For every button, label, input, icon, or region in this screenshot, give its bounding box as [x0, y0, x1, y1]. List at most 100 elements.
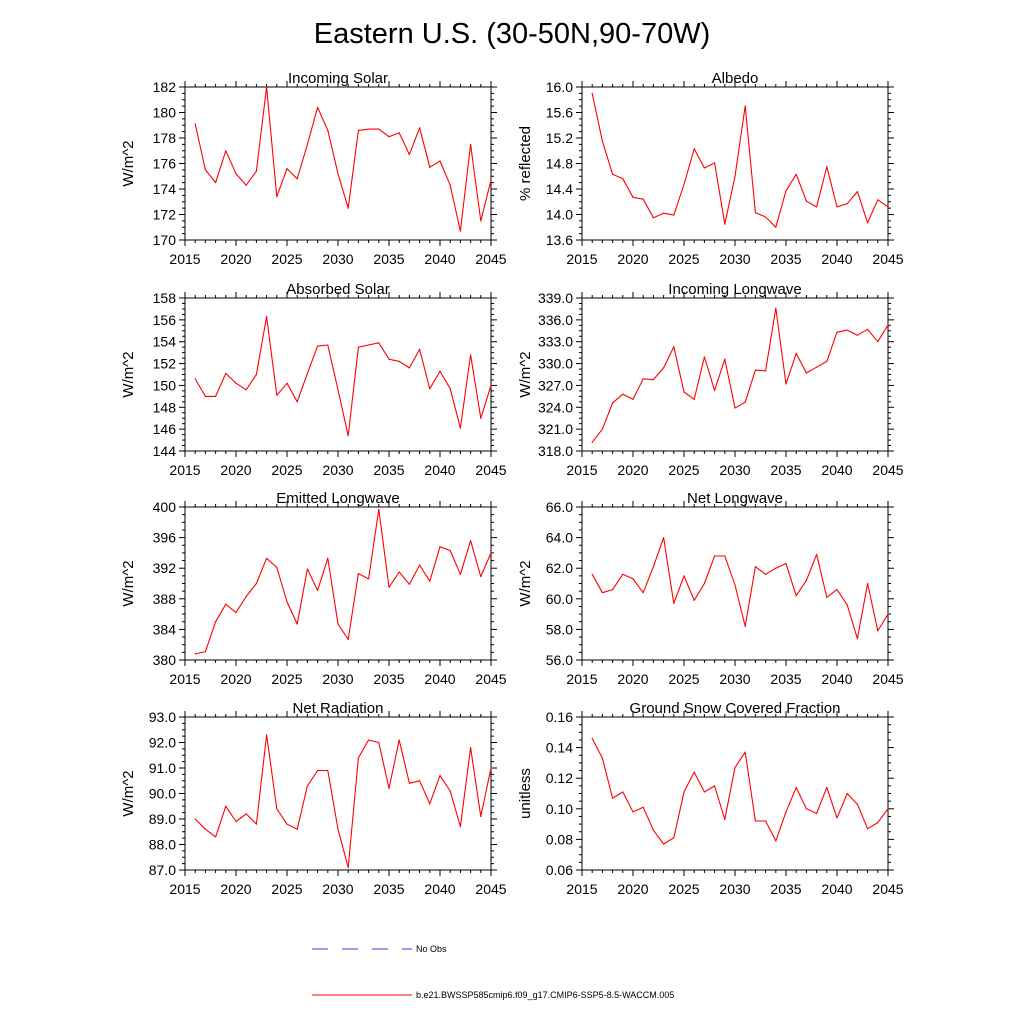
- x-tick-label: 2020: [617, 251, 648, 267]
- y-tick-label: 180: [153, 105, 177, 121]
- x-tick-label: 2040: [821, 881, 852, 897]
- data-point: [306, 372, 308, 375]
- data-point: [744, 625, 746, 627]
- data-point: [317, 106, 319, 108]
- y-tick-label: 16.0: [546, 79, 573, 95]
- data-point: [306, 568, 308, 570]
- data-point: [856, 803, 859, 805]
- data-point: [490, 767, 492, 769]
- data-point: [286, 601, 288, 603]
- data-point: [826, 786, 828, 788]
- y-tick-label: 0.06: [546, 862, 573, 878]
- series-line: [591, 93, 889, 228]
- y-tick-label: 400: [153, 499, 177, 515]
- y-tick-label: 318.0: [538, 443, 573, 459]
- data-point: [856, 637, 859, 640]
- data-point: [470, 540, 472, 542]
- plot-frame: [581, 716, 889, 871]
- x-tick-label: 2035: [770, 881, 801, 897]
- x-tick-label: 2045: [475, 462, 506, 478]
- data-point: [439, 775, 441, 777]
- data-point: [703, 791, 706, 793]
- data-point: [337, 389, 339, 391]
- data-point: [388, 586, 390, 588]
- data-point: [368, 128, 370, 130]
- data-point: [652, 379, 655, 381]
- data-point: [601, 757, 604, 759]
- data-point: [734, 584, 736, 586]
- y-tick-label: 56.0: [546, 652, 573, 668]
- data-point: [775, 307, 777, 309]
- data-point: [470, 747, 472, 749]
- data-point: [347, 638, 349, 640]
- data-point: [286, 823, 288, 825]
- x-tick-label: 2015: [169, 462, 200, 478]
- data-point: [306, 785, 308, 787]
- y-tick-label: 14.8: [546, 156, 573, 172]
- x-tick-label: 2025: [271, 251, 302, 267]
- data-point: [429, 580, 431, 582]
- x-tick-label: 2015: [169, 251, 200, 267]
- chart-panel-1: Incoming Solar 2015 2020 2025 2030 2035 2040 20…: [120, 70, 507, 267]
- data-point: [368, 344, 370, 346]
- data-point: [378, 128, 380, 130]
- legend-obs-label: No Obs: [416, 944, 447, 954]
- data-point: [683, 791, 685, 793]
- x-tick-label: 2020: [220, 881, 251, 897]
- data-point: [846, 329, 848, 331]
- data-point: [836, 206, 838, 208]
- data-point: [816, 812, 818, 814]
- chart-title: Net Radiation: [293, 700, 384, 717]
- data-point: [276, 196, 278, 198]
- y-tick-label: 93.0: [149, 709, 176, 725]
- data-point: [826, 166, 828, 168]
- data-point: [867, 328, 869, 330]
- data-point: [449, 388, 451, 390]
- data-point: [693, 599, 695, 601]
- data-point: [775, 840, 777, 842]
- plot-frame: [581, 297, 889, 452]
- data-point: [347, 207, 349, 209]
- data-point: [225, 603, 227, 605]
- data-point: [459, 826, 461, 828]
- series-line: [591, 738, 889, 845]
- data-point: [235, 382, 237, 384]
- y-tick-label: 392: [153, 560, 177, 576]
- x-tick-label: 2030: [322, 251, 353, 267]
- data-point: [795, 173, 797, 175]
- y-tick-label: 146: [153, 421, 177, 437]
- data-point: [388, 358, 390, 360]
- data-point: [470, 354, 472, 356]
- y-tick-label: 182: [153, 79, 177, 95]
- x-tick-label: 2045: [872, 462, 903, 478]
- y-tick-label: 87.0: [149, 862, 176, 878]
- y-tick-label: 0.10: [546, 801, 573, 817]
- data-point: [673, 346, 675, 348]
- y-axis-label: W/m^2: [120, 560, 137, 606]
- data-point: [245, 595, 247, 598]
- x-tick-label: 2045: [475, 881, 506, 897]
- data-point: [642, 378, 644, 380]
- y-tick-label: 64.0: [546, 530, 573, 546]
- data-point: [204, 395, 206, 397]
- data-point: [591, 441, 593, 443]
- y-tick-label: 0.16: [546, 709, 573, 725]
- x-tick-label: 2015: [566, 251, 597, 267]
- data-point: [225, 372, 227, 375]
- data-point: [306, 143, 308, 145]
- x-tick-label: 2025: [271, 462, 302, 478]
- x-tick-label: 2030: [719, 671, 750, 687]
- x-tick-label: 2020: [220, 251, 251, 267]
- data-point: [663, 843, 665, 845]
- data-point: [612, 173, 614, 175]
- y-tick-label: 170: [153, 232, 177, 248]
- data-point: [795, 595, 797, 597]
- panels: Incoming Solar 2015 2020 2025 2030 2035 2040 20…: [120, 70, 904, 897]
- data-point: [408, 583, 410, 585]
- data-point: [347, 435, 349, 437]
- data-point: [408, 367, 410, 369]
- data-point: [204, 828, 206, 830]
- data-point: [347, 866, 349, 869]
- data-point: [378, 342, 380, 344]
- chart-title: Emitted Longwave: [276, 490, 399, 507]
